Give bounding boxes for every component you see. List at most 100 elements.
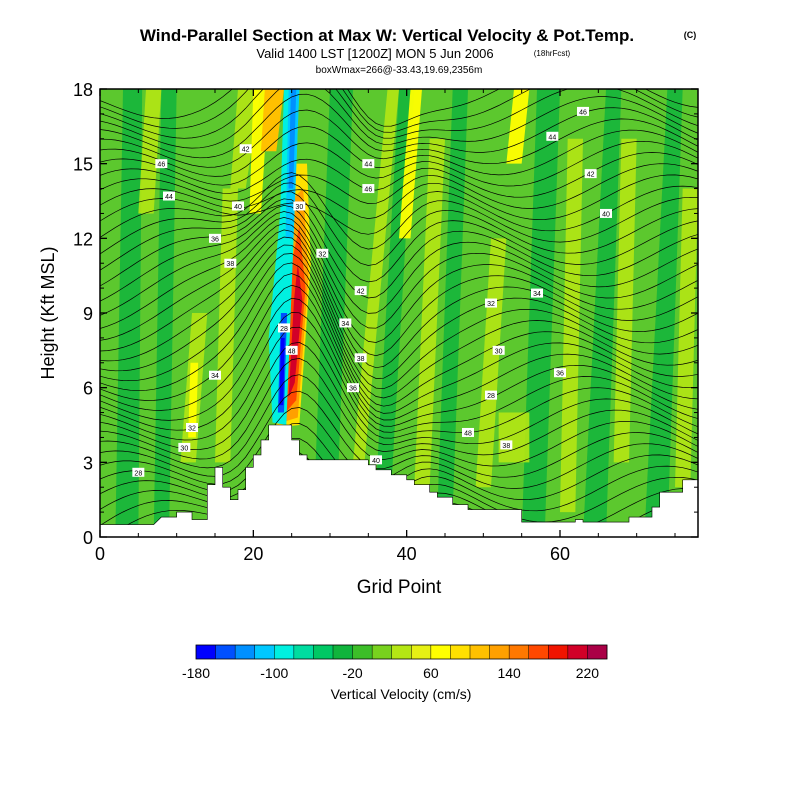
theta-contour [100, 342, 698, 450]
contour-label: 46 [364, 187, 372, 194]
velocity-region [475, 238, 507, 488]
colorbar-swatch [372, 645, 393, 659]
contour-label: 34 [211, 373, 219, 380]
theta-contour [100, 89, 698, 127]
colorbar: -180 -100 -20 60 140 220 [182, 644, 608, 681]
contour-label-box [370, 455, 382, 465]
velocity-region [353, 89, 399, 463]
colorbar-tick-label: -100 [260, 665, 288, 681]
theta-contour [100, 407, 698, 489]
velocity-region [279, 337, 285, 406]
theta-contour [100, 262, 698, 407]
contour-label-box [546, 131, 559, 141]
theta-contour-labels: 28 30 32 34 36 38 40 42 44 46 48 28 30 32 34 36 38 40 42 44… [132, 106, 612, 477]
colorbar-tick-label: -20 [342, 665, 362, 681]
contour-label-box [239, 144, 252, 154]
colorbar-swatch [254, 645, 275, 659]
velocity-region [288, 263, 303, 398]
contour-label: 48 [288, 348, 296, 355]
y-tick-label: 12 [73, 229, 93, 249]
colorbar-swatch [235, 645, 256, 659]
contour-label-box [462, 427, 474, 437]
x-axis-label: Grid Point [357, 577, 442, 598]
contour-label-box [293, 201, 306, 211]
theta-contour [100, 244, 698, 390]
colorbar-swatch [489, 645, 510, 659]
theta-contour [100, 89, 698, 139]
contour-label-box [362, 159, 375, 169]
theta-contour [100, 109, 698, 168]
theta-contour [100, 174, 698, 220]
colorbar-frame [195, 644, 608, 660]
contour-label: 38 [226, 261, 234, 268]
contour-label-box [278, 323, 290, 333]
theta-contour [100, 236, 698, 379]
velocity-field [115, 89, 698, 537]
contour-label-box [354, 353, 367, 363]
contour-label-box [600, 208, 612, 218]
velocity-region [560, 138, 583, 513]
contour-label-box [209, 233, 221, 243]
contour-label: 40 [234, 204, 242, 211]
colorbar-swatch [509, 645, 530, 659]
contour-label: 44 [548, 134, 556, 141]
y-tick-label: 9 [83, 304, 93, 324]
y-tick-label: 6 [83, 379, 93, 399]
chart-subtitle: Valid 1400 LST [1200Z] MON 5 Jun 2006 [256, 46, 493, 61]
colorbar-swatch [293, 645, 314, 659]
colorbar-swatch [528, 645, 549, 659]
contour-label-box [492, 345, 505, 355]
theta-contour [100, 217, 698, 343]
contour-label-box [485, 390, 497, 400]
contour-label: 34 [533, 291, 541, 298]
theta-contour [100, 374, 698, 469]
theta-contour [100, 93, 698, 159]
colorbar-swatch [196, 645, 216, 659]
colorbar-swatch [470, 645, 490, 659]
x-tick-label: 0 [95, 544, 105, 564]
contour-label: 48 [464, 430, 472, 437]
x-tick-label: 60 [550, 544, 570, 564]
colorbar-swatch [548, 645, 569, 659]
y-tick-label: 0 [83, 528, 93, 548]
colorbar-swatch [450, 645, 471, 659]
contour-label-box [316, 248, 329, 258]
velocity-region [437, 89, 468, 513]
theta-contour [100, 223, 698, 357]
contour-label: 28 [487, 393, 495, 400]
contour-label-box [163, 191, 175, 201]
contour-label: 44 [165, 194, 173, 201]
x-axis: 0 20 40 60 [95, 89, 676, 564]
contour-label-box [209, 370, 221, 380]
contour-label: 42 [587, 172, 595, 179]
theta-contour [100, 163, 698, 209]
theta-contour [100, 297, 698, 427]
contour-label: 46 [157, 162, 165, 169]
contour-label-box [584, 169, 597, 179]
velocity-region [583, 89, 622, 537]
colorbar-tick-label: 140 [497, 665, 521, 681]
contour-label: 30 [495, 348, 503, 355]
contour-label: 44 [364, 162, 372, 169]
contour-label: 32 [188, 425, 196, 432]
contour-label: 34 [341, 321, 349, 328]
colorbar-swatch [274, 645, 295, 659]
contour-label-box [554, 368, 566, 378]
contour-label: 46 [579, 109, 587, 116]
velocity-region [498, 412, 530, 463]
theta-contour [100, 205, 698, 314]
contour-label: 30 [295, 204, 303, 211]
contour-label-box [577, 106, 589, 116]
theta-contour [100, 89, 698, 149]
theta-contour [100, 172, 698, 250]
x-tick-label: 40 [397, 544, 417, 564]
contour-label-box [485, 298, 497, 308]
velocity-region [399, 89, 422, 239]
velocity-region [115, 89, 143, 537]
contour-label-box [186, 422, 198, 432]
velocity-region [521, 89, 560, 537]
plot-area: 28 30 32 34 36 38 40 42 44 46 48 28 30 32 34 36 38 40 42 44… [100, 89, 698, 537]
contour-label: 36 [211, 236, 219, 243]
theta-contour [100, 211, 698, 329]
